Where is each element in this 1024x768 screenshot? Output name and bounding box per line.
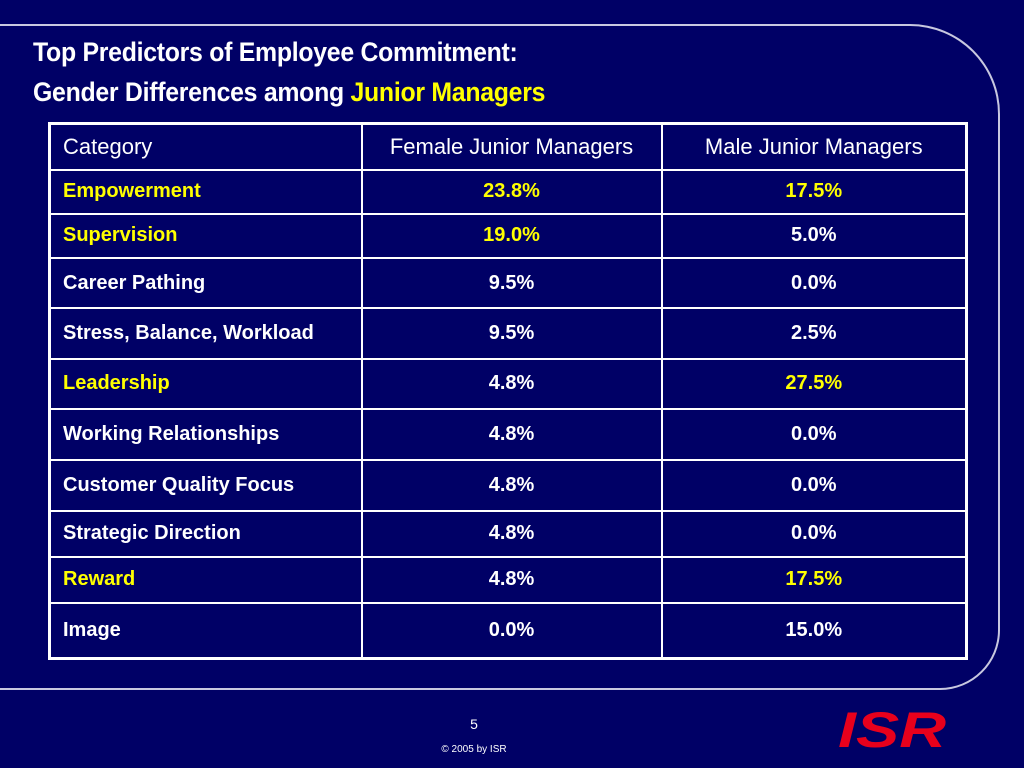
row-category: Empowerment	[48, 168, 363, 215]
row-female-value: 4.8%	[360, 357, 663, 410]
table-row: Strategic Direction 4.8% 0.0%	[48, 509, 968, 558]
row-category: Reward	[48, 555, 363, 605]
table-header-row: Category Female Junior Managers Male Jun…	[48, 122, 968, 171]
predictors-table: Category Female Junior Managers Male Jun…	[48, 122, 968, 660]
table-row: Supervision 19.0% 5.0%	[48, 212, 968, 260]
row-female-value: 4.8%	[360, 407, 663, 462]
row-category: Strategic Direction	[48, 509, 363, 558]
row-male-value: 15.0%	[660, 602, 968, 660]
row-category: Customer Quality Focus	[48, 459, 363, 512]
row-category: Leadership	[48, 357, 363, 410]
row-category: Supervision	[48, 212, 363, 260]
row-male-value: 17.5%	[660, 168, 968, 215]
title-line-2-prefix: Gender Differences among	[33, 77, 344, 107]
slide-title: Top Predictors of Employee Commitment: G…	[33, 32, 545, 112]
row-male-value: 27.5%	[660, 357, 968, 410]
table-row: Career Pathing 9.5% 0.0%	[48, 257, 968, 310]
title-line-2-highlight: Junior Managers	[350, 77, 546, 107]
row-female-value: 4.8%	[360, 555, 663, 605]
row-male-value: 0.0%	[660, 407, 968, 462]
table-row: Image 0.0% 15.0%	[48, 602, 968, 660]
row-male-value: 0.0%	[660, 257, 968, 310]
row-female-value: 9.5%	[360, 257, 663, 310]
row-female-value: 23.8%	[360, 168, 663, 215]
row-male-value: 5.0%	[660, 212, 968, 260]
row-male-value: 0.0%	[660, 459, 968, 512]
row-female-value: 4.8%	[360, 509, 663, 558]
header-male: Male Junior Managers	[660, 122, 968, 171]
table-row: Working Relationships 4.8% 0.0%	[48, 407, 968, 462]
row-female-value: 0.0%	[360, 602, 663, 660]
header-female: Female Junior Managers	[360, 122, 663, 171]
table-row: Stress, Balance, Workload 9.5% 2.5%	[48, 307, 968, 360]
row-female-value: 9.5%	[360, 307, 663, 360]
table-row: Reward 4.8% 17.5%	[48, 555, 968, 605]
header-category: Category	[48, 122, 363, 171]
title-line-1: Top Predictors of Employee Commitment:	[33, 37, 518, 67]
row-female-value: 19.0%	[360, 212, 663, 260]
row-male-value: 2.5%	[660, 307, 968, 360]
row-category: Career Pathing	[48, 257, 363, 310]
table-row: Customer Quality Focus 4.8% 0.0%	[48, 459, 968, 512]
row-category: Image	[48, 602, 363, 660]
row-category: Stress, Balance, Workload	[48, 307, 363, 360]
copyright-notice: © 2005 by ISR	[441, 744, 507, 755]
table-row: Leadership 4.8% 27.5%	[48, 357, 968, 410]
page-number: 5	[470, 716, 478, 732]
row-male-value: 0.0%	[660, 509, 968, 558]
table-row: Empowerment 23.8% 17.5%	[48, 168, 968, 215]
isr-logo: ISR	[838, 702, 946, 752]
isr-logo-text: ISR	[838, 702, 946, 752]
row-male-value: 17.5%	[660, 555, 968, 605]
title-line-2: Gender Differences among Junior Managers	[33, 72, 545, 112]
row-category: Working Relationships	[48, 407, 363, 462]
row-female-value: 4.8%	[360, 459, 663, 512]
